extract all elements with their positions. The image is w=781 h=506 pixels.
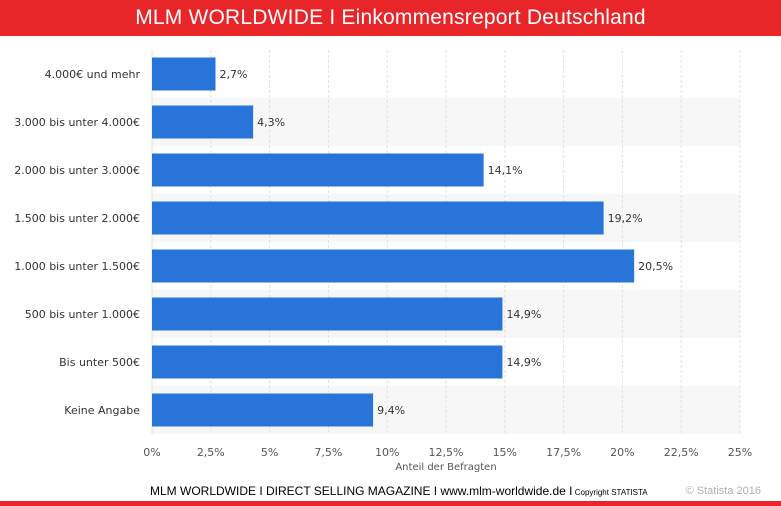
data-label: 19,2% [608,212,643,225]
x-tick-label: 7,5% [314,446,342,459]
x-tick-label: 25% [728,446,752,459]
x-tick-label: 12,5% [429,446,464,459]
category-label: Keine Angabe [64,404,140,417]
bar [152,393,374,427]
chart-title: MLM WORLDWIDE I Einkommensreport Deutsch… [0,0,781,36]
footer-magazine-text: MLM WORLDWIDE I DIRECT SELLING MAGAZINE … [150,484,573,498]
x-tick-label: 10% [375,446,399,459]
footer-copyright: Copyright STATISTA [572,488,648,497]
category-label: 1.500 bis unter 2.000€ [14,212,140,225]
x-tick-labels: 0% 2,5% 5% 7,5% 10% 12,5% 15% 17,5% 20% 22,5% 25% [143,446,752,459]
bar [152,249,635,283]
bar [152,201,604,235]
data-label: 14,9% [506,308,541,321]
data-label: 9,4% [377,404,405,417]
category-label: 1.000 bis unter 1.500€ [14,260,140,273]
data-label: 14,1% [488,164,523,177]
category-label: 2.000 bis unter 3.000€ [14,164,140,177]
category-label: Bis unter 500€ [59,356,140,369]
footer-main-text: MLM WORLDWIDE I DIRECT SELLING MAGAZINE … [150,484,648,498]
data-label: 4,3% [257,116,285,129]
x-tick-label: 0% [143,446,160,459]
category-label: 3.000 bis unter 4.000€ [14,116,140,129]
x-tick-label: 17,5% [546,446,581,459]
x-tick-label: 20% [610,446,634,459]
bar [152,153,484,187]
data-label: 20,5% [638,260,673,273]
category-labels: 4.000€ und mehr 3.000 bis unter 4.000€ 2.0… [14,68,140,417]
bar [152,297,503,331]
footer: MLM WORLDWIDE I DIRECT SELLING MAGAZINE … [0,481,781,501]
bar [152,105,254,139]
bar-chart: 4.000€ und mehr 3.000 bis unter 4.000€ 2.0… [14,50,752,473]
x-tick-label: 2,5% [197,446,225,459]
bottom-strip [0,501,781,506]
x-axis-title: Anteil der Befragten [395,462,496,473]
x-tick-label: 22,5% [664,446,699,459]
bars [152,57,635,427]
x-tick-label: 15% [493,446,517,459]
data-label: 14,9% [506,356,541,369]
category-label: 4.000€ und mehr [45,68,141,81]
data-label: 2,7% [220,68,248,81]
bar [152,57,216,91]
category-label: 500 bis unter 1.000€ [25,308,140,321]
statista-credit: © Statista 2016 [685,485,761,497]
x-tick-label: 5% [261,446,278,459]
data-labels: 2,7% 4,3% 14,1% 19,2% 20,5% 14,9% 14,9% 9,4% [220,68,674,417]
bar [152,345,503,379]
